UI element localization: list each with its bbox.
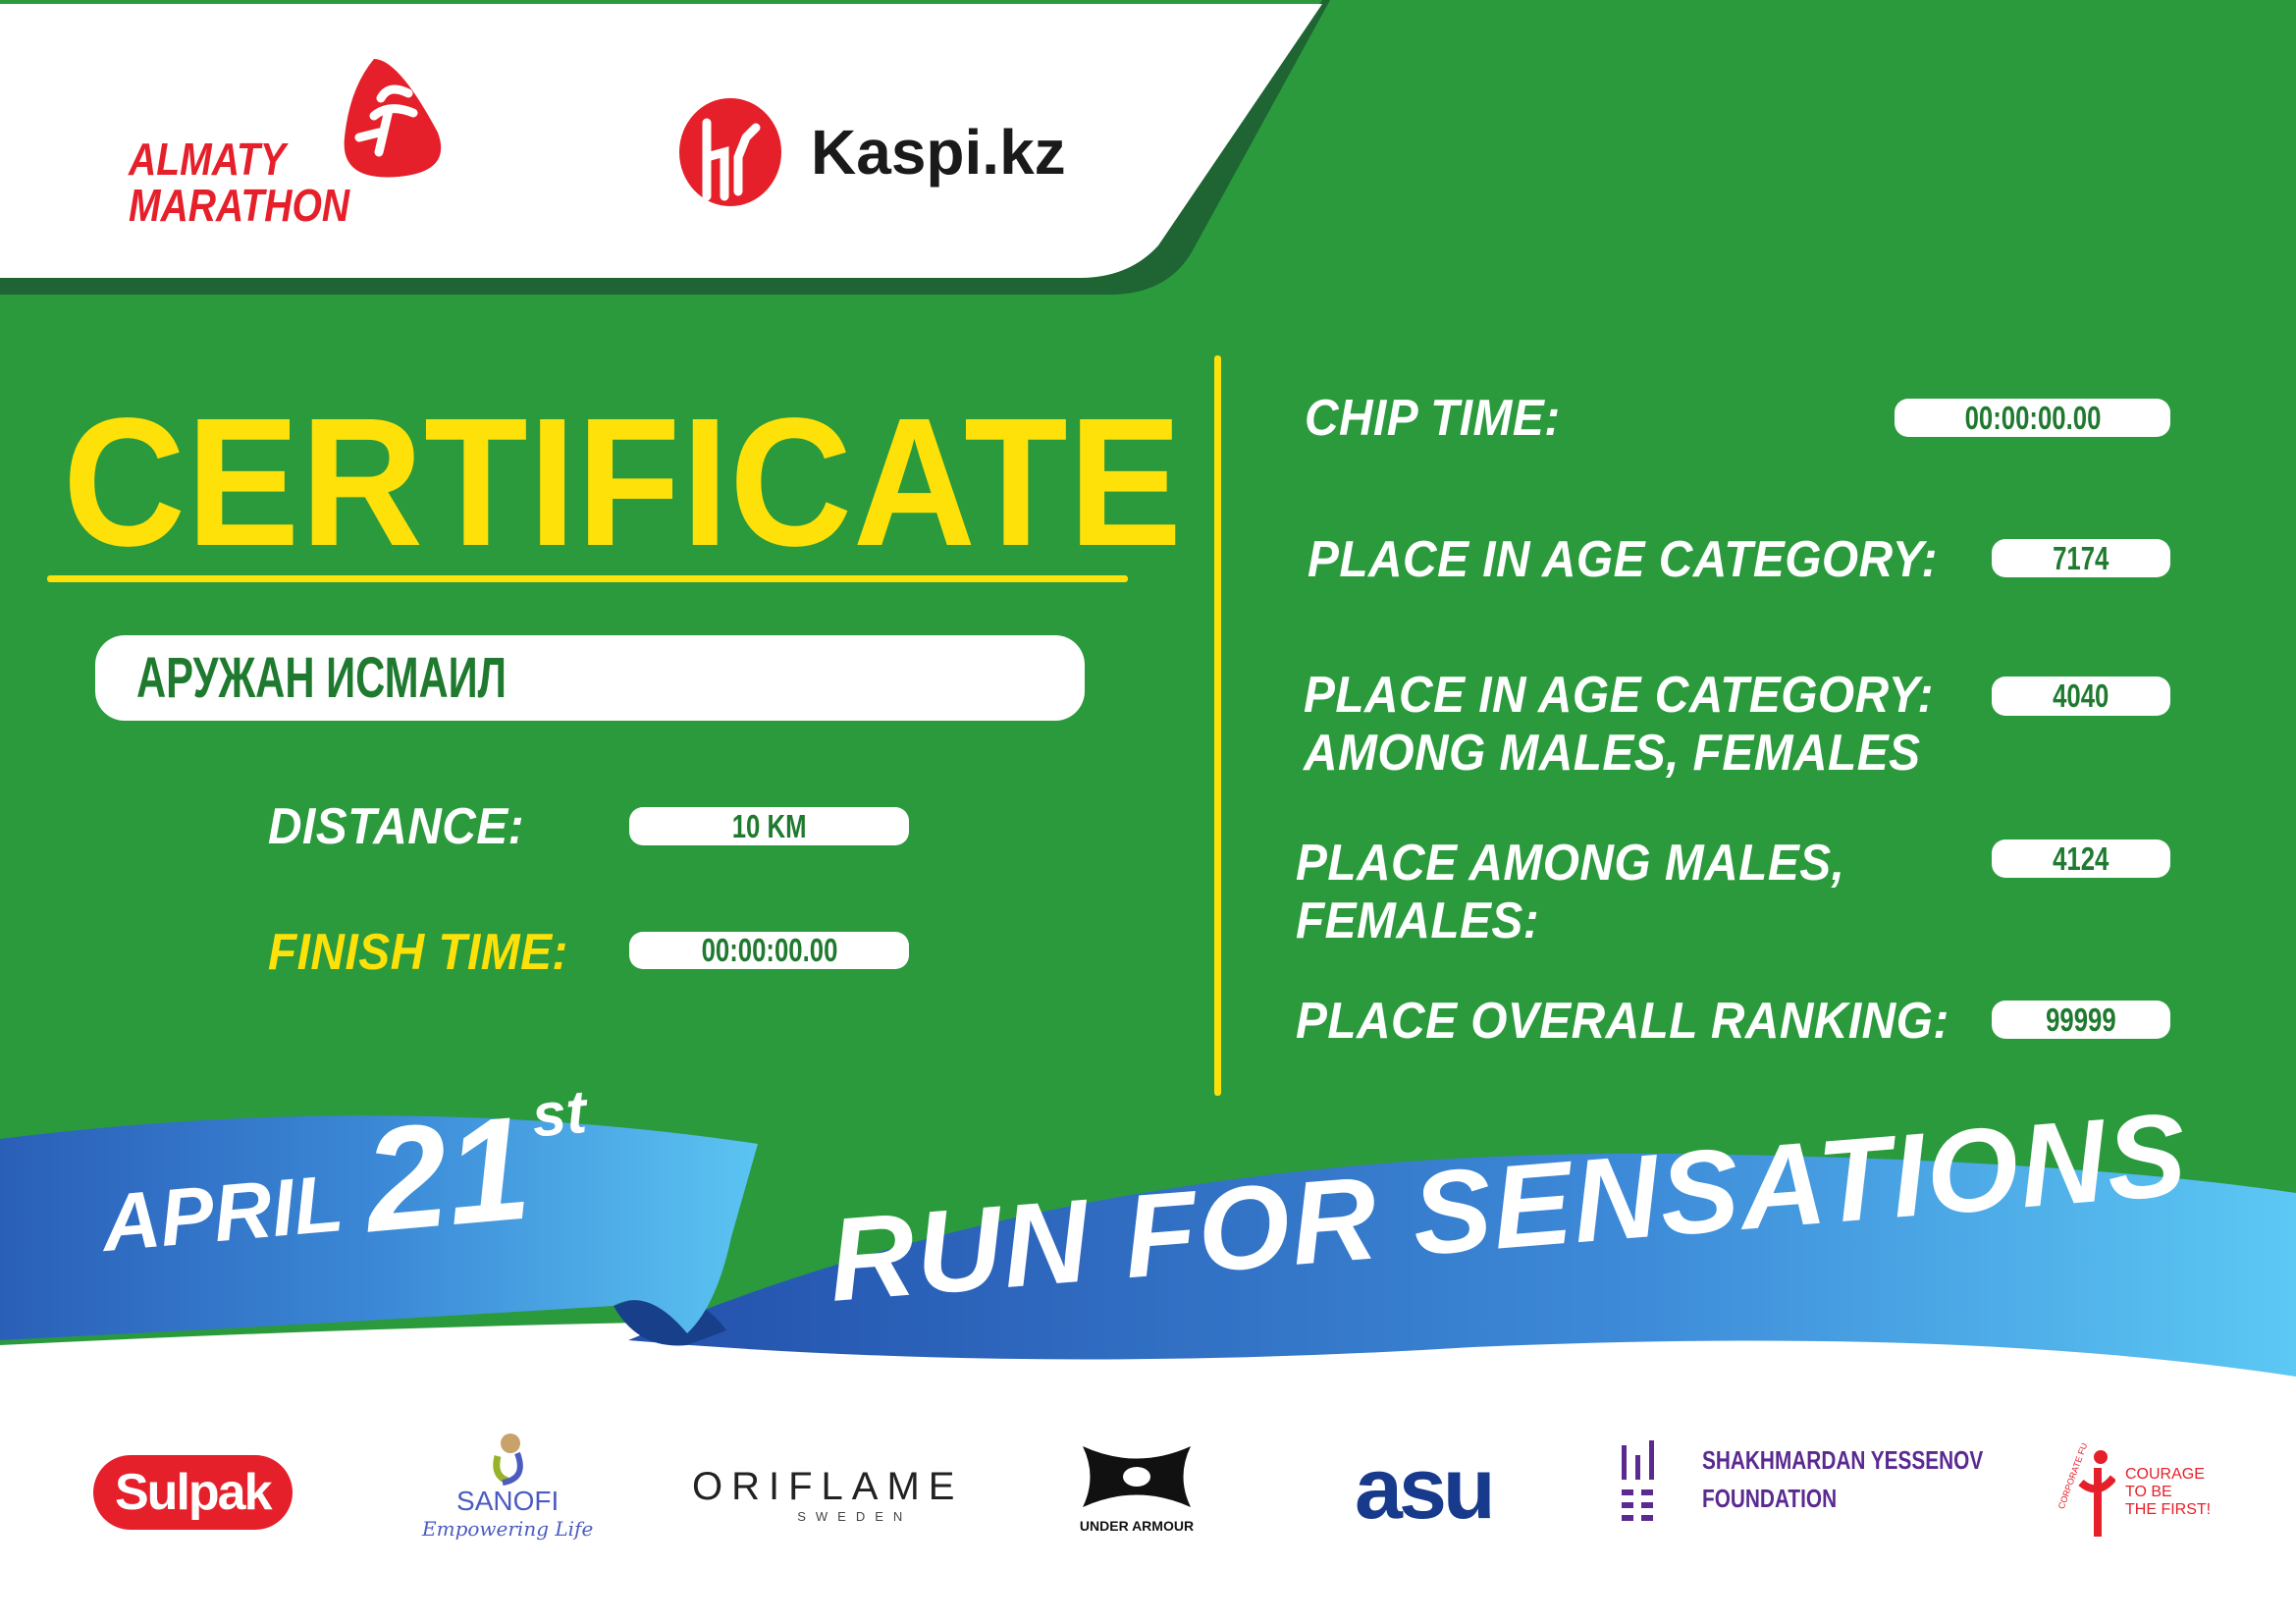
under-armour-name: UNDER ARMOUR — [1079, 1518, 1195, 1534]
sponsor-under-armour: UNDER ARMOUR — [1078, 1441, 1196, 1534]
date-suffix: st — [529, 1077, 590, 1151]
distance-value-box: 10 KM — [629, 807, 909, 845]
oriflame-name: ORIFLAME — [692, 1465, 964, 1508]
age-category-label: PLACE IN AGE CATEGORY: — [1308, 531, 1938, 588]
age-gender-value: 4040 — [2053, 677, 2109, 714]
gender-value-box: 4124 — [1992, 839, 2170, 878]
age-category-value-box: 7174 — [1992, 539, 2170, 577]
overall-ranking-label: PLACE OVERALL RANKING: — [1296, 993, 1949, 1050]
fund-tagline-1: COURAGE — [2125, 1466, 2205, 1483]
date-day: 21 — [358, 1084, 536, 1264]
overall-ranking-value: 99999 — [2046, 1001, 2116, 1038]
corporate-fund-icon: CORPORATE FUND — [2056, 1443, 2115, 1537]
sulpak-logo: Sulpak — [93, 1455, 293, 1530]
kaspi-logo: Kaspi.kz — [677, 98, 1066, 206]
finish-time-label: FINISH TIME: — [268, 924, 568, 981]
gender-label-line1: PLACE AMONG MALES, — [1296, 835, 1845, 892]
age-gender-label-line2: AMONG MALES, FEMALES — [1304, 725, 1921, 782]
chip-time-label: CHIP TIME: — [1305, 390, 1561, 447]
logo-text-almaty: ALMATY — [129, 134, 286, 185]
participant-name: АРУЖАН ИСМАИЛ — [136, 646, 507, 710]
vertical-divider — [1214, 355, 1221, 1096]
oriflame-tagline: SWEDEN — [797, 1509, 913, 1524]
chip-time-value-box: 00:00:00.00 — [1895, 399, 2170, 437]
ribbon-left — [0, 1115, 758, 1340]
sponsor-sanofi: SANOFI Empowering Life — [422, 1432, 593, 1541]
date-month: APRIL — [98, 1158, 347, 1270]
header-white-panel — [0, 4, 1322, 278]
yessenov-tagline: FOUNDATION — [1702, 1484, 1838, 1513]
sponsor-oriflame: ORIFLAME SWEDEN — [692, 1465, 963, 1524]
overall-ranking-value-box: 99999 — [1992, 1001, 2170, 1039]
kaspi-logo-text: Kaspi.kz — [811, 117, 1066, 188]
yessenov-name: SHAKHMARDAN YESSENOV — [1702, 1445, 1984, 1475]
chip-time-value: 00:00:00.00 — [1964, 399, 2101, 436]
gender-value: 4124 — [2053, 839, 2109, 877]
fund-tagline-3: THE FIRST! — [2125, 1501, 2212, 1518]
logo-text-marathon: MARATHON — [129, 180, 350, 231]
distance-value: 10 KM — [731, 807, 807, 844]
sponsor-corporate-fund: CORPORATE FUND COURAGE TO BE THE FIRST! — [2056, 1443, 2211, 1542]
participant-name-field: АРУЖАН ИСМАИЛ — [95, 635, 1085, 721]
almaty-marathon-logo: ALMATY MARATHON — [129, 59, 453, 231]
corporate-fund-name: CORPORATE FUND — [2056, 1443, 2094, 1510]
age-gender-label-line1: PLACE IN AGE CATEGORY: — [1304, 667, 1934, 724]
under-armour-icon — [1083, 1446, 1191, 1507]
finish-time-value-box: 00:00:00.00 — [629, 932, 909, 969]
ribbon-main — [628, 1153, 2296, 1377]
sanofi-icon — [493, 1434, 523, 1486]
asu-logo: asu — [1355, 1439, 1496, 1537]
distance-label: DISTANCE: — [268, 798, 525, 855]
sanofi-name: SANOFI — [456, 1486, 560, 1516]
sponsor-sulpak: Sulpak — [93, 1455, 293, 1530]
gender-label-line2: FEMALES: — [1296, 893, 1540, 949]
sponsor-asu: asu — [1355, 1438, 1496, 1539]
runner-drop-icon — [344, 59, 442, 178]
age-gender-value-box: 4040 — [1992, 677, 2170, 716]
yessenov-icon — [1622, 1440, 1654, 1521]
fund-tagline-2: TO BE — [2125, 1484, 2172, 1500]
sponsor-yessenov: SHAKHMARDAN YESSENOV FOUNDATION — [1620, 1435, 2054, 1524]
title-underline — [47, 575, 1128, 582]
sanofi-tagline: Empowering Life — [422, 1517, 594, 1541]
age-category-value: 7174 — [2053, 539, 2109, 576]
kaspi-icon — [679, 98, 781, 206]
finish-time-value: 00:00:00.00 — [701, 932, 837, 968]
certificate-title: CERTIFICATE — [63, 381, 1183, 584]
